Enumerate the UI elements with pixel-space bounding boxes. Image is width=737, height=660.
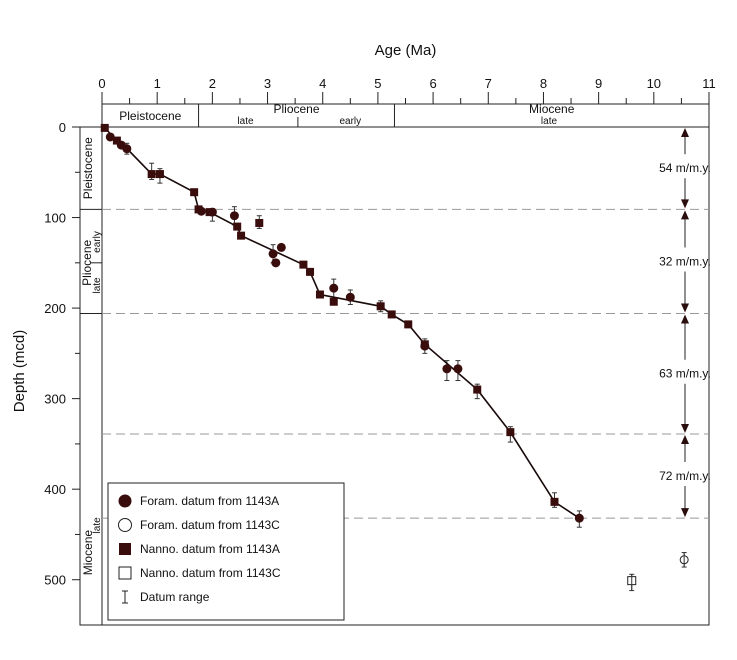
data-point (205, 208, 214, 217)
x-tick-label: 2 (209, 76, 216, 91)
rate-arrow-head-up (681, 210, 689, 220)
data-point (147, 170, 156, 179)
legend-label: Datum range (140, 590, 210, 604)
side-epoch-label: Miocene (81, 530, 95, 576)
legend-label: Foram. datum from 1143C (140, 518, 280, 532)
x-tick-label: 6 (429, 76, 436, 91)
rate-label: 63 m/m.y. (659, 367, 711, 381)
x-axis-title: Age (Ma) (375, 42, 437, 59)
side-subepoch-label: early (92, 231, 103, 253)
rate-arrow-head-down (681, 199, 689, 209)
data-point (315, 290, 324, 299)
data-point (473, 385, 482, 394)
side-epoch-band (79, 126, 103, 626)
x-tick-label: 3 (264, 76, 271, 91)
x-tick-label: 11 (702, 76, 716, 91)
y-tick-label: 300 (44, 392, 66, 407)
x-tick-label: 7 (485, 76, 492, 91)
data-point (506, 428, 515, 437)
data-point (550, 497, 559, 506)
rate-label: 54 m/m.y. (659, 161, 711, 175)
data-point (271, 258, 281, 268)
data-point (229, 211, 239, 221)
data-point (112, 136, 121, 145)
x-tick-label: 0 (98, 76, 105, 91)
y-axis-title: Depth (mcd) (11, 330, 28, 413)
data-point (276, 242, 286, 252)
data-point (306, 267, 315, 276)
data-point (345, 292, 355, 302)
data-point (122, 144, 132, 154)
x-tick-label: 4 (319, 76, 326, 91)
data-point (268, 249, 278, 259)
y-tick-label: 500 (44, 573, 66, 588)
x-tick-label: 10 (647, 76, 661, 91)
data-point (105, 132, 115, 142)
legend-marker (119, 543, 131, 555)
legend-marker (118, 494, 132, 508)
data-point (387, 310, 396, 319)
rate-arrow-head-up (681, 314, 689, 324)
side-epoch-label: Pleistocene (81, 137, 95, 199)
top-epoch-label: Pliocene (274, 102, 320, 116)
data-point (420, 340, 429, 349)
legend-marker (118, 518, 132, 532)
top-epoch-label: Pleistocene (119, 109, 181, 123)
legend-label: Foram. datum from 1143A (140, 494, 279, 508)
rate-arrow-head-up (681, 128, 689, 137)
x-tick-label: 5 (374, 76, 381, 91)
x-tick-label: 8 (540, 76, 547, 91)
rate-arrow-head-down (681, 508, 689, 518)
data-point (233, 222, 242, 231)
rate-arrow-head-down (681, 423, 689, 433)
y-tick-label: 100 (44, 211, 66, 226)
side-subepoch-label: late (92, 277, 103, 294)
top-subepoch-label: late (237, 116, 254, 127)
data-point (190, 188, 199, 197)
top-epoch-label: Miocene (529, 102, 575, 116)
data-point (376, 302, 385, 311)
rate-arrow-head-up (681, 434, 689, 444)
y-tick-label: 0 (59, 120, 66, 135)
y-tick-label: 400 (44, 482, 66, 497)
legend-box (107, 482, 345, 621)
data-point (155, 170, 164, 179)
data-point (404, 320, 413, 329)
data-point (574, 513, 584, 523)
top-subepoch-label: late (541, 116, 558, 127)
data-point (100, 123, 109, 132)
top-subepoch-label: early (339, 116, 361, 127)
side-subepoch-label: late (92, 517, 103, 534)
x-tick-label: 9 (595, 76, 602, 91)
y-tick-label: 200 (44, 301, 66, 316)
data-point (442, 364, 452, 374)
legend-label: Nanno. datum from 1143A (140, 542, 280, 556)
rate-arrow-head-down (681, 303, 689, 313)
data-point (453, 364, 463, 374)
side-epoch-label: Pliocene (80, 239, 94, 285)
data-point (194, 205, 203, 214)
rate-label: 32 m/m.y. (659, 254, 711, 268)
rate-label: 72 m/m.y. (659, 469, 711, 483)
data-point (237, 231, 246, 240)
data-point (329, 297, 338, 306)
age-depth-line (104, 127, 580, 519)
data-point (329, 283, 339, 293)
legend-label: Nanno. datum from 1143C (140, 566, 281, 580)
data-point (299, 260, 308, 269)
x-tick-label: 1 (154, 76, 161, 91)
legend-marker (118, 566, 132, 580)
data-point (255, 218, 264, 227)
